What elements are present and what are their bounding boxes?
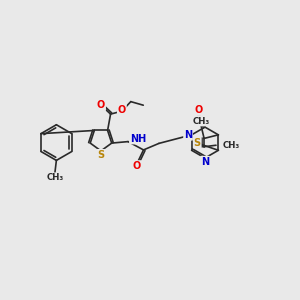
Text: N: N (201, 157, 209, 166)
Text: CH₃: CH₃ (223, 141, 240, 150)
Text: O: O (133, 161, 141, 171)
Text: O: O (118, 105, 126, 115)
Text: NH: NH (130, 134, 146, 144)
Text: O: O (195, 105, 203, 115)
Text: O: O (97, 100, 105, 110)
Text: S: S (194, 138, 201, 148)
Text: S: S (98, 150, 104, 160)
Text: N: N (184, 130, 192, 140)
Text: CH₃: CH₃ (193, 117, 210, 126)
Text: CH₃: CH₃ (46, 173, 64, 182)
